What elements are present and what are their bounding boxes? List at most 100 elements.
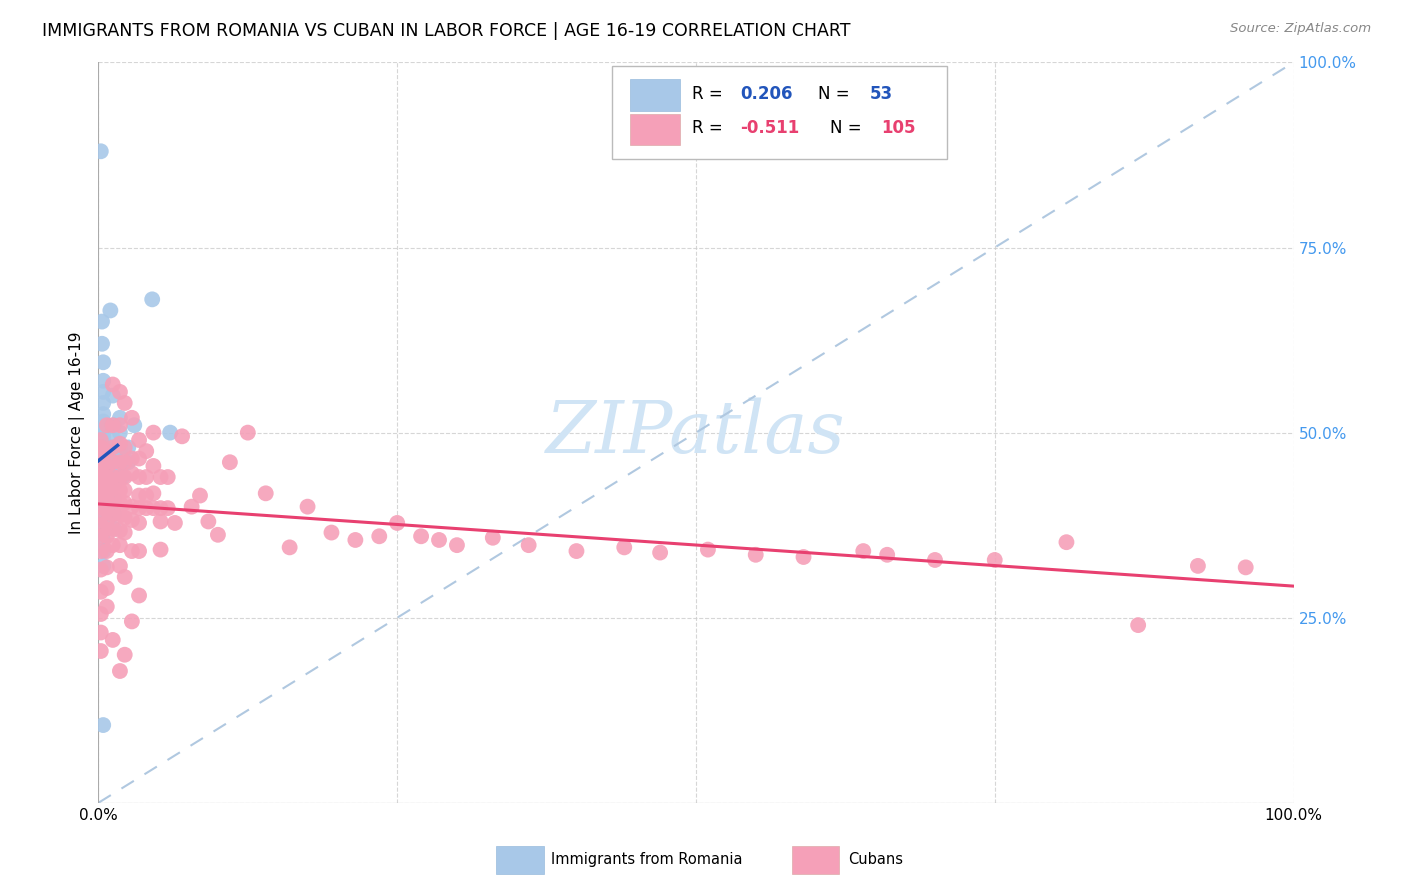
Point [446,538,468,552]
Point [411,529,433,543]
Point [98,303,122,318]
Point [101,481,124,495]
Point [103,477,125,491]
Point [91,525,114,540]
Point [135,489,157,503]
FancyBboxPatch shape [630,79,681,111]
Point [108,425,131,440]
Text: R =: R = [692,85,728,103]
Point [96,599,118,614]
Point [103,462,125,476]
Point [108,410,131,425]
Point [91,434,114,449]
Point [96,529,118,543]
Point [96,516,118,530]
Point [114,396,136,410]
Point [96,581,118,595]
Point [91,496,114,510]
Y-axis label: In Labor Force | Age 16-19: In Labor Force | Age 16-19 [69,331,86,534]
Point [149,470,172,484]
Point [90,625,112,640]
Text: R =: R = [692,119,728,136]
Point [128,501,150,516]
Point [180,500,202,514]
Point [105,441,128,455]
Point [101,470,124,484]
Point [101,632,124,647]
Text: 105: 105 [882,119,915,136]
Point [90,477,112,491]
Point [108,470,131,484]
Point [91,533,114,547]
Point [121,410,143,425]
Point [219,455,242,469]
FancyBboxPatch shape [613,66,948,159]
Point [91,510,114,524]
Point [156,501,179,516]
Point [91,384,114,399]
Point [114,525,136,540]
Point [91,355,114,369]
Point [121,544,143,558]
Point [142,458,165,473]
Point [90,607,112,621]
Point [159,425,181,440]
Point [91,558,114,573]
Point [142,486,165,500]
Point [207,528,229,542]
Point [517,538,540,552]
Point [852,544,875,558]
Point [121,451,143,466]
Point [105,455,128,469]
Point [111,455,134,469]
Point [90,584,112,599]
Text: ZIPatlas: ZIPatlas [546,397,846,468]
Point [90,433,112,447]
Point [91,467,114,481]
Point [101,493,124,508]
Text: N =: N = [818,85,855,103]
Point [114,496,136,510]
Point [101,522,124,536]
Point [236,425,259,440]
Text: Immigrants from Romania: Immigrants from Romania [551,853,742,867]
Point [344,533,367,547]
Point [984,553,1007,567]
Point [128,489,150,503]
Point [91,441,114,455]
Point [108,664,131,678]
Point [121,500,143,514]
Point [121,467,143,481]
Point [91,425,114,440]
Point [142,425,165,440]
Point [108,483,131,498]
Point [90,563,112,577]
Text: 53: 53 [869,85,893,103]
Point [793,549,815,564]
Point [172,429,194,443]
Point [101,455,124,469]
Point [90,455,112,469]
Point [121,513,143,527]
Point [114,570,136,584]
Point [103,492,125,507]
Point [128,433,150,447]
Point [111,470,134,484]
Point [149,515,172,529]
Point [108,436,131,450]
Point [101,441,124,455]
Point [103,448,125,462]
Point [96,458,118,473]
Point [91,518,114,533]
Point [91,458,114,473]
Point [745,548,768,562]
Point [149,542,172,557]
Point [96,481,118,495]
Point [91,396,114,410]
Point [141,293,163,307]
Point [96,444,118,458]
Point [90,500,112,514]
Point [254,486,277,500]
Point [101,418,124,433]
Point [96,418,118,433]
